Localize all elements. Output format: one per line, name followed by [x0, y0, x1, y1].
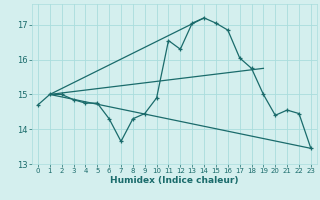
X-axis label: Humidex (Indice chaleur): Humidex (Indice chaleur) [110, 176, 239, 185]
